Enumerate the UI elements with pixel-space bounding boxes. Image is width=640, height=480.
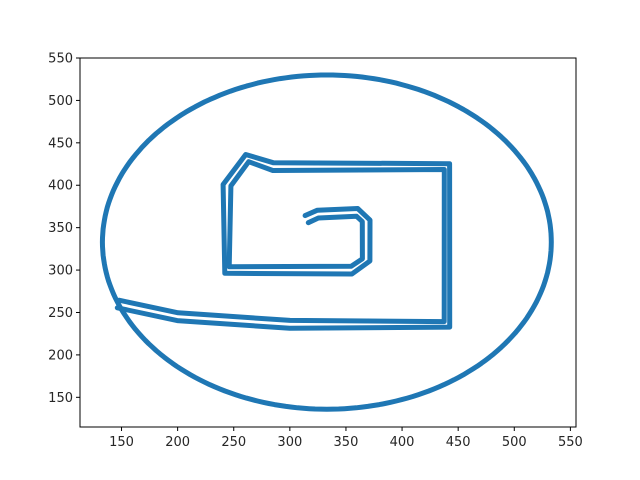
y-tick-label: 450 <box>48 136 73 151</box>
y-tick-label: 150 <box>48 391 73 406</box>
x-tick-label: 300 <box>277 435 302 450</box>
ellipse-series <box>99 72 554 412</box>
x-tick-label: 350 <box>334 435 359 450</box>
y-tick-label: 250 <box>48 306 73 321</box>
data-layer <box>99 72 554 412</box>
x-tick-label: 450 <box>446 435 471 450</box>
y-tick-label: 200 <box>48 348 73 363</box>
x-tick-label: 200 <box>165 435 190 450</box>
x-axis: 150 200 250 300 350 400 450 500 550 <box>109 427 583 450</box>
axes-frame <box>79 57 577 428</box>
x-tick-label: 250 <box>221 435 246 450</box>
spiral-series-stroke-outer <box>114 152 453 331</box>
y-tick-label: 300 <box>48 264 73 279</box>
y-tick-label: 550 <box>48 52 73 67</box>
y-tick-label: 350 <box>48 221 73 236</box>
y-tick-label: 400 <box>48 179 73 194</box>
x-tick-label: 550 <box>558 435 583 450</box>
x-tick-label: 400 <box>390 435 415 450</box>
spiral-series-stroke-inner <box>116 159 447 325</box>
y-axis: 150 200 250 300 350 400 450 500 550 <box>48 52 80 406</box>
x-tick-label: 500 <box>502 435 527 450</box>
y-tick-label: 500 <box>48 94 73 109</box>
x-tick-label: 150 <box>109 435 134 450</box>
